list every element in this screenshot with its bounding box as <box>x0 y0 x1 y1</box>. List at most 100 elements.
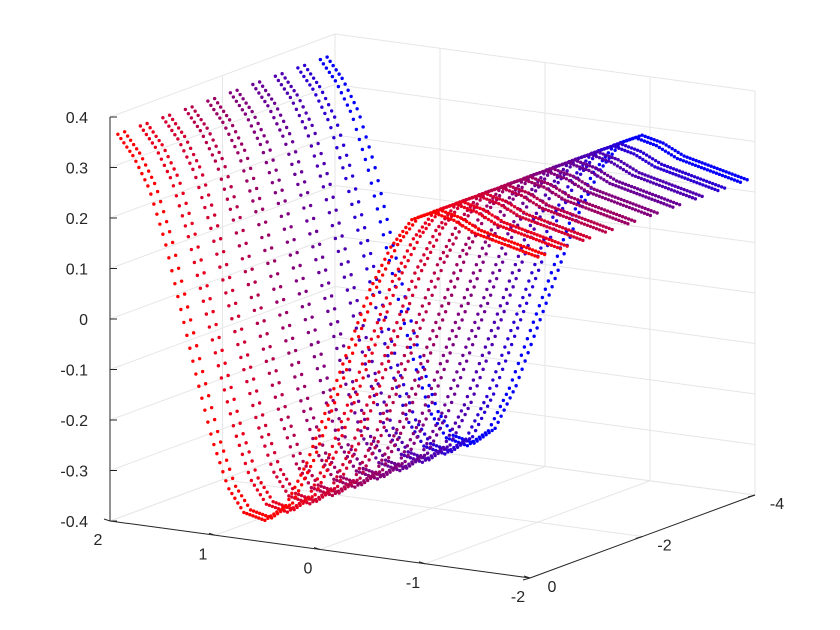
data-point <box>630 173 635 177</box>
data-point <box>537 304 542 308</box>
data-point <box>333 79 338 83</box>
data-point <box>220 156 224 161</box>
data-point <box>464 198 468 202</box>
data-point <box>554 223 559 228</box>
data-point <box>401 425 406 429</box>
data-point <box>356 200 361 204</box>
data-point <box>462 295 467 300</box>
data-point <box>244 241 248 246</box>
data-point <box>343 425 347 430</box>
data-point <box>223 361 227 365</box>
data-point <box>583 182 587 186</box>
data-point <box>595 188 599 193</box>
data-point <box>467 337 471 341</box>
data-point <box>710 181 715 186</box>
data-point <box>595 150 599 154</box>
data-point <box>440 304 444 308</box>
data-point <box>678 157 683 162</box>
data-point <box>371 472 375 477</box>
data-point <box>536 221 540 226</box>
data-point <box>296 182 300 187</box>
data-point <box>489 328 494 333</box>
data-point <box>379 326 383 331</box>
data-point <box>427 409 431 413</box>
data-point <box>323 111 327 116</box>
data-point <box>326 417 331 421</box>
data-point <box>188 161 192 165</box>
left-wall-grid-line <box>109 235 336 320</box>
data-point <box>656 195 661 199</box>
data-point <box>548 221 553 225</box>
data-point <box>304 289 308 294</box>
data-point <box>557 224 562 229</box>
data-point <box>584 206 588 210</box>
data-point <box>273 395 278 399</box>
data-point <box>272 115 276 120</box>
data-point <box>389 440 393 444</box>
data-point <box>688 190 692 194</box>
data-point <box>242 498 247 503</box>
data-point <box>383 315 388 320</box>
data-point <box>491 194 496 199</box>
data-point <box>424 374 428 379</box>
data-point <box>431 244 436 248</box>
data-point <box>509 209 513 213</box>
data-point <box>539 175 543 180</box>
data-point <box>660 147 665 151</box>
data-point <box>233 130 238 134</box>
data-point <box>673 184 677 188</box>
data-point <box>300 120 305 124</box>
data-point <box>668 166 673 170</box>
y-tick-label: -4 <box>770 496 784 513</box>
data-point <box>396 297 401 302</box>
data-point <box>398 419 402 424</box>
data-point <box>297 466 302 471</box>
data-point <box>378 411 383 416</box>
data-point <box>682 154 686 158</box>
x-tick <box>313 547 321 550</box>
data-point <box>565 210 569 215</box>
data-point <box>291 101 296 105</box>
data-point <box>404 310 409 314</box>
data-point <box>388 409 392 413</box>
data-point <box>517 375 521 380</box>
data-point <box>630 206 635 211</box>
data-point <box>485 301 490 306</box>
data-point <box>640 133 644 137</box>
data-point <box>314 425 319 429</box>
data-point <box>233 301 238 306</box>
data-point <box>333 428 338 432</box>
data-point <box>511 285 515 289</box>
data-point <box>404 403 408 407</box>
data-point <box>248 391 252 396</box>
data-point <box>421 230 425 235</box>
y-tick-label: -2 <box>657 538 671 555</box>
data-point <box>412 246 416 251</box>
data-point <box>578 232 583 237</box>
data-point <box>311 216 316 221</box>
data-point <box>617 213 622 218</box>
data-point <box>590 156 595 161</box>
data-point <box>599 207 604 211</box>
data-point <box>386 261 391 265</box>
data-point <box>528 223 533 228</box>
data-point <box>281 119 286 124</box>
data-point <box>523 181 527 186</box>
data-point <box>434 423 438 428</box>
data-point <box>309 144 314 148</box>
data-point <box>419 362 423 366</box>
data-point <box>607 193 611 197</box>
data-point <box>579 221 584 225</box>
data-point <box>634 169 638 173</box>
data-point <box>554 228 558 232</box>
data-point <box>533 182 537 186</box>
data-point <box>569 200 573 204</box>
data-point <box>699 165 704 170</box>
data-point <box>420 225 425 229</box>
data-point <box>348 481 353 485</box>
data-point <box>521 244 526 249</box>
data-point <box>368 288 372 292</box>
data-point <box>431 439 436 443</box>
data-point <box>345 103 350 107</box>
x-tick-label: -2 <box>511 589 525 606</box>
